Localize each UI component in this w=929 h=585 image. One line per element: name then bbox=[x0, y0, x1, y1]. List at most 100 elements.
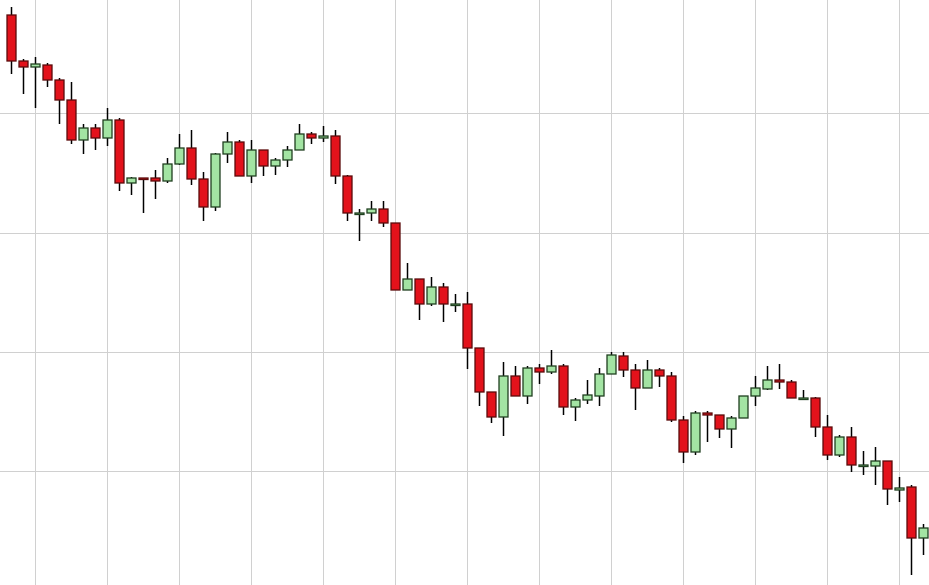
candle-body bbox=[822, 426, 833, 456]
candle-down bbox=[258, 149, 269, 176]
candle-down bbox=[630, 364, 641, 410]
candle-up bbox=[270, 158, 281, 175]
candle-up bbox=[582, 380, 593, 404]
candle-body bbox=[882, 460, 893, 490]
candle-body bbox=[126, 177, 137, 184]
candle-down bbox=[390, 222, 401, 291]
candle-down bbox=[114, 118, 125, 191]
candle-up bbox=[210, 153, 221, 211]
candle-body bbox=[6, 14, 17, 62]
candle-body bbox=[42, 64, 53, 81]
candle-body bbox=[270, 159, 281, 167]
candle-down bbox=[66, 82, 77, 144]
candle-down bbox=[234, 140, 245, 177]
candle-body bbox=[534, 367, 545, 373]
candle-body bbox=[330, 135, 341, 177]
candle-body bbox=[690, 412, 701, 453]
candle-up bbox=[162, 158, 173, 183]
candle-body bbox=[558, 365, 569, 408]
candle-up bbox=[546, 350, 557, 374]
candle-body bbox=[450, 303, 461, 307]
candle-up bbox=[126, 177, 137, 195]
candle-up bbox=[918, 524, 929, 555]
candle-body bbox=[18, 60, 29, 68]
candle-down bbox=[558, 364, 569, 415]
candle-body bbox=[414, 278, 425, 305]
candle-down bbox=[306, 132, 317, 144]
candle-body bbox=[474, 347, 485, 393]
candle-up bbox=[30, 57, 41, 108]
candle-body bbox=[486, 391, 497, 418]
candle-body bbox=[402, 278, 413, 291]
candle-body bbox=[870, 460, 881, 467]
candle-body bbox=[618, 355, 629, 371]
candle-body bbox=[762, 379, 773, 390]
candle-up bbox=[798, 390, 809, 401]
candle-body bbox=[510, 375, 521, 397]
candle-down bbox=[474, 347, 485, 406]
candle-body bbox=[66, 99, 77, 141]
candle-down bbox=[90, 124, 101, 150]
candle-down bbox=[42, 63, 53, 87]
candle-down bbox=[486, 391, 497, 423]
candle-body bbox=[858, 464, 869, 468]
candle-body bbox=[294, 133, 305, 151]
candle-down bbox=[330, 130, 341, 184]
candle-up bbox=[78, 124, 89, 154]
candle-up bbox=[450, 294, 461, 312]
candle-body bbox=[174, 147, 185, 165]
candles bbox=[6, 7, 929, 575]
candle-body bbox=[318, 135, 329, 139]
candle-body bbox=[834, 436, 845, 456]
candle-down bbox=[150, 170, 161, 199]
candle-body bbox=[678, 419, 689, 453]
candle-body bbox=[246, 149, 257, 177]
candle-up bbox=[834, 435, 845, 457]
candle-body bbox=[54, 79, 65, 101]
candle-body bbox=[150, 177, 161, 182]
candle-up bbox=[606, 352, 617, 375]
candle-body bbox=[258, 149, 269, 167]
candle-up bbox=[498, 362, 509, 436]
candle-down bbox=[786, 380, 797, 399]
candle-body bbox=[186, 147, 197, 180]
candle-down bbox=[846, 427, 857, 472]
candle-up bbox=[246, 140, 257, 183]
candle-down bbox=[414, 278, 425, 320]
candle-up bbox=[750, 376, 761, 406]
candle-up bbox=[894, 477, 905, 502]
candle-down bbox=[714, 414, 725, 438]
candle-body bbox=[378, 208, 389, 224]
candle-body bbox=[630, 369, 641, 389]
candle-body bbox=[198, 178, 209, 208]
candle-body bbox=[426, 286, 437, 305]
candle-down bbox=[186, 130, 197, 185]
candle-up bbox=[522, 366, 533, 404]
candle-body bbox=[750, 387, 761, 397]
candle-body bbox=[918, 527, 929, 539]
candle-down bbox=[534, 364, 545, 384]
candle-down bbox=[378, 201, 389, 227]
candle-up bbox=[402, 263, 413, 291]
candle-body bbox=[102, 119, 113, 139]
candle-body bbox=[354, 212, 365, 216]
candle-body bbox=[390, 222, 401, 291]
candle-body bbox=[282, 149, 293, 161]
candle-body bbox=[606, 354, 617, 375]
candle-down bbox=[702, 411, 713, 442]
candle-down bbox=[138, 177, 149, 213]
candle-body bbox=[522, 367, 533, 397]
candle-body bbox=[642, 369, 653, 389]
candle-body bbox=[210, 153, 221, 208]
candle-down bbox=[438, 283, 449, 322]
candle-body bbox=[726, 417, 737, 430]
candle-body bbox=[594, 373, 605, 397]
candle-down bbox=[618, 352, 629, 377]
candle-down bbox=[342, 175, 353, 221]
candle-down bbox=[654, 368, 665, 387]
candle-body bbox=[774, 379, 785, 383]
candle-down bbox=[810, 397, 821, 437]
candle-down bbox=[462, 292, 473, 369]
